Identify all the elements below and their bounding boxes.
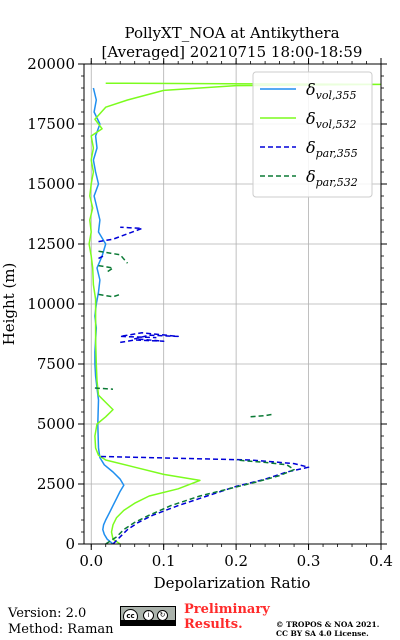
y-tick-label: 0 — [65, 535, 75, 553]
x-tick-label: 0.4 — [369, 552, 393, 570]
method-label: Method: Raman — [8, 622, 114, 637]
series-fragment-par-355 — [98, 226, 143, 243]
y-tick-label: 20000 — [27, 55, 75, 73]
version-label: Version: 2.0 — [8, 606, 87, 621]
series-fragment-par-532 — [94, 387, 114, 390]
series-line-vol-355 — [92, 87, 125, 544]
legend-label: δpar,532 — [306, 167, 358, 189]
x-tick-label: 0.1 — [152, 552, 176, 570]
chart-title-line2: [Averaged] 20210715 18:00-18:59 — [102, 43, 363, 61]
series-line-vol-532 — [88, 82, 381, 544]
copyright-line1: © TROPOS & NOA 2021. — [276, 620, 380, 629]
y-axis-label: Height (m) — [0, 263, 18, 346]
series-lines — [88, 82, 381, 544]
legend-label: δvol,355 — [306, 80, 357, 102]
legend-label: δpar,355 — [306, 138, 358, 160]
series-fragment-par-532 — [98, 293, 121, 298]
y-tick-label: 15000 — [27, 175, 75, 193]
preliminary-notice: Preliminary Results. — [184, 602, 270, 632]
series-line-par-532 — [105, 459, 295, 544]
badge-strip — [121, 620, 175, 625]
legend-label: δvol,532 — [306, 109, 357, 131]
chart-title-line1: PollyXT_NOA at Antikythera — [124, 24, 339, 42]
x-tick-label: 0.2 — [224, 552, 248, 570]
copyright-line2: CC BY SA 4.0 License. — [276, 629, 369, 638]
y-tick-label: 12500 — [27, 235, 75, 253]
series-fragment-par-532 — [98, 264, 114, 274]
preliminary-line2: Results. — [184, 617, 243, 632]
x-tick-label: 0.0 — [79, 552, 103, 570]
preliminary-line1: Preliminary — [184, 602, 270, 617]
series-line-par-355 — [98, 455, 310, 544]
x-tick-label: 0.3 — [297, 552, 321, 570]
legend-frame — [252, 71, 373, 198]
y-tick-label: 2500 — [37, 475, 75, 493]
series-fragment-par-355 — [119, 332, 179, 344]
series-fragment-par-355 — [98, 254, 107, 260]
y-tick-label: 5000 — [37, 415, 75, 433]
copyright-notice: © TROPOS & NOA 2021. CC BY SA 4.0 Licens… — [276, 620, 379, 638]
y-tick-label: 7500 — [37, 355, 75, 373]
cc-license-badge: cc i ↻ — [120, 606, 176, 626]
y-tick-label: 10000 — [27, 295, 75, 313]
x-axis-label: Depolarization Ratio — [154, 574, 311, 592]
series-fragment-par-532 — [250, 413, 273, 418]
legend: δvol,355 δvol,532 δpar,355 δpar,532 — [252, 71, 373, 198]
axis-ticks: 0.0 0.1 0.2 0.3 0.4 0 2500 5000 7500 10000 12500 15… — [27, 55, 393, 570]
y-tick-label: 17500 — [27, 115, 75, 133]
